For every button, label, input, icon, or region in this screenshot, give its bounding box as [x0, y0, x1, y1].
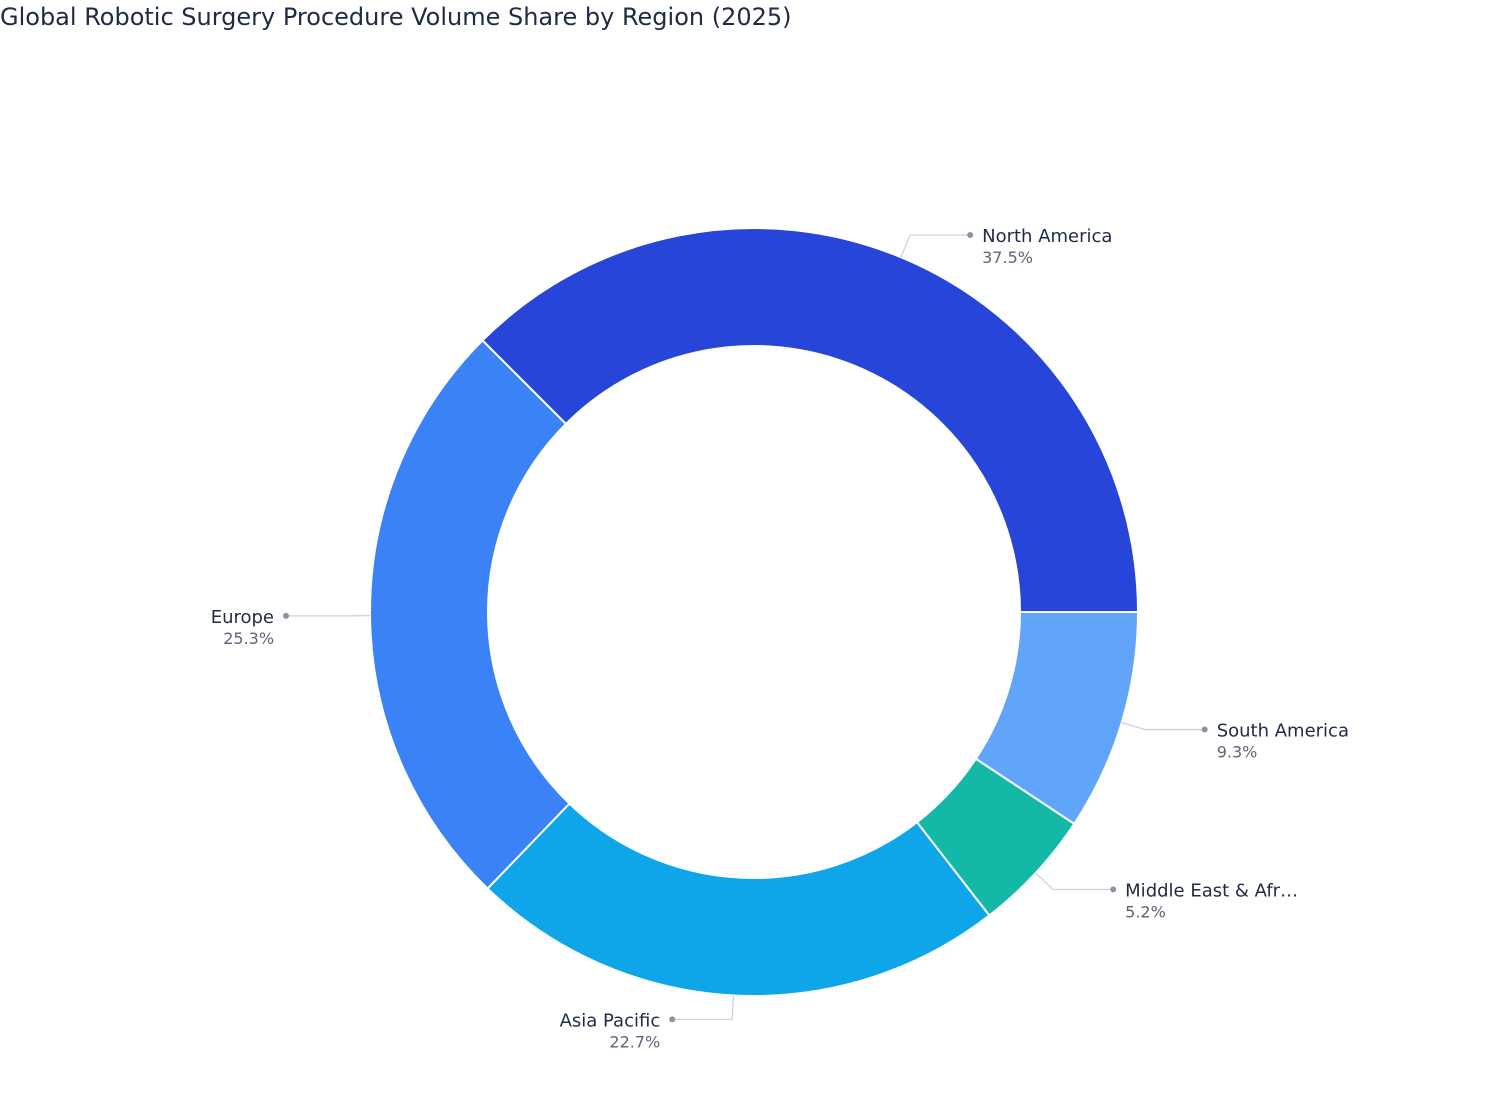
- leader-dot: [1201, 726, 1208, 733]
- donut-slice: [486, 802, 991, 997]
- slice-value-label: 22.7%: [609, 1032, 660, 1051]
- slice-value-label: 5.2%: [1125, 902, 1166, 921]
- donut-slice: [974, 611, 1140, 826]
- slice-label: Middle East & Afr…: [1125, 880, 1298, 901]
- leader-line: [900, 234, 971, 258]
- slice-label: South America: [1217, 721, 1349, 742]
- slice-value-label: 37.5%: [982, 248, 1033, 267]
- donut-slice: [481, 227, 1140, 613]
- leader-line: [1035, 872, 1114, 891]
- leader-dot: [967, 232, 974, 239]
- slice-label: North America: [982, 226, 1112, 247]
- leader-dot: [669, 1016, 676, 1023]
- chart-title: Global Robotic Surgery Procedure Volume …: [0, 3, 792, 31]
- leader-line: [672, 995, 735, 1021]
- slice-label: Asia Pacific: [560, 1010, 661, 1031]
- donut-slice: [369, 339, 571, 891]
- leader-line: [1121, 722, 1205, 731]
- slice-label: Europe: [211, 607, 274, 628]
- slice-value-label: 25.3%: [223, 629, 274, 648]
- leader-dot: [283, 612, 290, 619]
- slice-value-label: 9.3%: [1217, 743, 1258, 762]
- leader-dot: [1110, 886, 1117, 893]
